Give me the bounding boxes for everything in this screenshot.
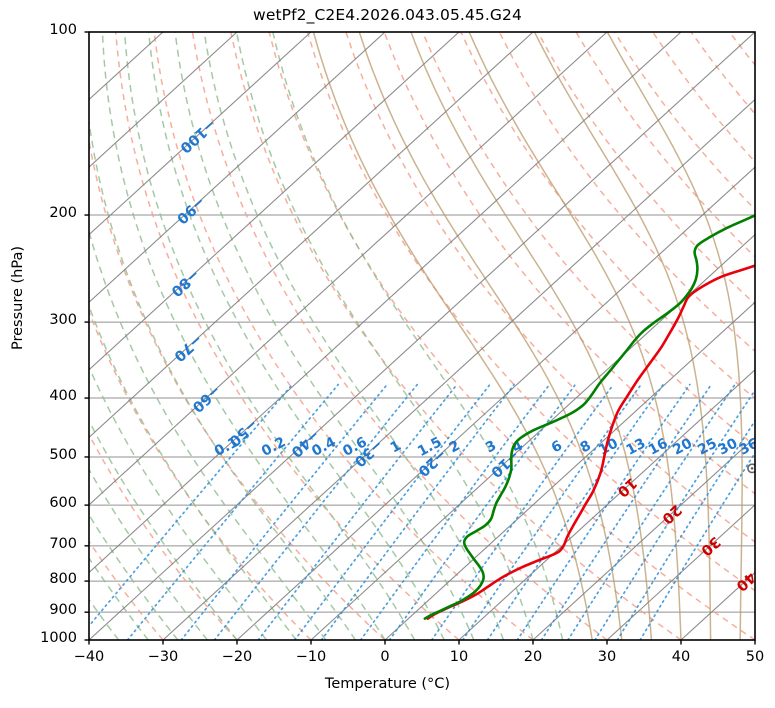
y-tick-label: 400	[49, 388, 77, 405]
lcl-marker-dot	[750, 467, 754, 470]
x-tick-label: −10	[295, 649, 327, 665]
x-tick-label: 40	[671, 649, 691, 665]
x-tick-label: 0	[380, 649, 390, 665]
y-tick-label: 100	[49, 22, 77, 38]
y-tick-label: 1000	[40, 630, 77, 646]
y-tick-label: 300	[49, 312, 77, 329]
x-tick-label: 30	[597, 649, 617, 665]
x-tick-label: −30	[147, 649, 179, 665]
x-axis-label: Temperature (°C)	[324, 676, 451, 692]
profile-temperature	[426, 264, 755, 620]
lcl-marker-icon	[747, 463, 755, 474]
x-tick-label: 10	[449, 649, 469, 665]
x-tick-label: 20	[523, 649, 543, 665]
x-tick-label: 50	[745, 649, 765, 665]
y-tick-label: 900	[49, 602, 77, 619]
y-tick-label: 200	[49, 205, 77, 222]
x-tick-label: −20	[221, 649, 253, 665]
chart-title: wetPf2_C2E4.2026.043.05.45.G24	[253, 6, 522, 24]
y-tick-label: 500	[49, 446, 77, 463]
mixing-ratio-label: 36	[737, 435, 762, 458]
y-tick-label: 800	[49, 571, 77, 588]
x-tick-label: −40	[73, 649, 105, 665]
y-tick-label: 700	[49, 535, 77, 552]
y-tick-label: 600	[49, 495, 77, 512]
profile-dewpoint	[423, 214, 755, 620]
